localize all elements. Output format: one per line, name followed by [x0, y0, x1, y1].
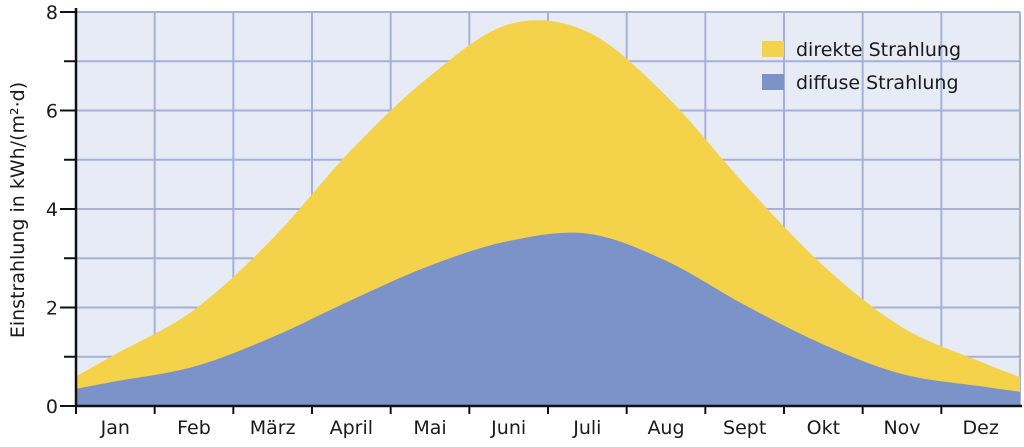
x-tick-label: Juni: [490, 417, 526, 439]
x-tick-label: Aug: [647, 417, 684, 439]
legend-label-direkte: direkte Strahlung: [796, 39, 961, 61]
y-axis-title: Einstrahlung in kWh/(m²·d): [7, 82, 29, 338]
y-tick-label: 6: [46, 101, 58, 123]
x-tick-label: März: [250, 417, 296, 439]
x-tick-label: Jan: [100, 417, 130, 439]
axes: [60, 8, 1022, 414]
x-tick-label: Nov: [883, 417, 920, 439]
x-tick-label: Dez: [963, 417, 999, 439]
x-tick-label: Mai: [413, 417, 446, 439]
legend: direkte Strahlung diffuse Strahlung: [762, 39, 961, 94]
x-tick-label: Feb: [177, 417, 211, 439]
y-tick-label: 2: [46, 298, 58, 320]
area-direkte-strahlung: [76, 20, 1020, 407]
legend-label-diffuse: diffuse Strahlung: [796, 72, 959, 94]
y-tick-label: 0: [46, 396, 58, 418]
y-tick-label: 8: [46, 2, 58, 24]
x-tick-label: Okt: [807, 417, 840, 439]
y-tick-labels: 0 2 4 6 8: [46, 2, 58, 418]
x-tick-label: April: [330, 417, 373, 439]
area-diffuse-strahlung: [76, 232, 1020, 406]
legend-swatch-diffuse: [762, 74, 784, 90]
x-tick-label: Sept: [723, 417, 766, 439]
y-tick-label: 4: [46, 199, 58, 221]
x-tick-labels: Jan Feb März April Mai Juni Juli Aug Sept Okt Nov D…: [100, 417, 999, 439]
legend-swatch-direkte: [762, 41, 784, 57]
x-tick-label: Juli: [572, 417, 601, 439]
